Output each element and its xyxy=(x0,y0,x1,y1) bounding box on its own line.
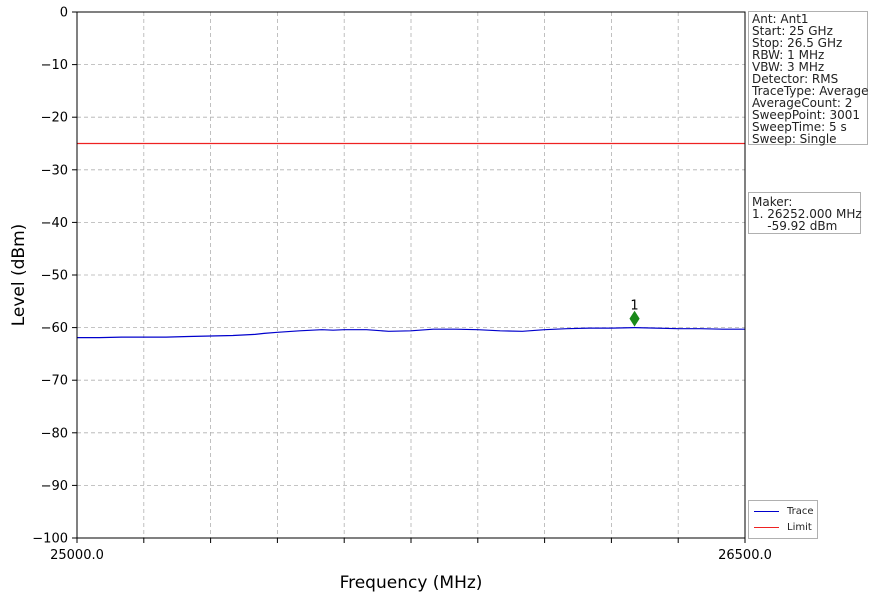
setting-line: Start: 25 GHz xyxy=(752,24,833,38)
marker-diamond xyxy=(629,310,640,327)
y-tick-label: −10 xyxy=(41,58,68,73)
measurement-settings-box: Ant: Ant1 Start: 25 GHz Stop: 26.5 GHz RBW:… xyxy=(748,11,869,146)
marker-readout-level: -59.92 dBm xyxy=(752,219,838,233)
y-tick-label: −40 xyxy=(41,216,68,231)
setting-line: Sweep: Single xyxy=(752,132,837,146)
legend-swatch-trace xyxy=(754,511,779,512)
legend-entry-trace: Trace xyxy=(749,506,817,518)
marker-layer: 1 xyxy=(629,299,640,327)
y-tick-label: 0 xyxy=(60,6,68,21)
marker-label: 1 xyxy=(630,299,638,314)
y-tick-label: −70 xyxy=(41,374,68,389)
y-tick-label: −100 xyxy=(32,532,68,547)
setting-line: Detector: RMS xyxy=(752,72,839,86)
setting-line: SweepTime: 5 s xyxy=(752,120,847,134)
y-tick-label: −50 xyxy=(41,269,68,284)
legend-swatch-limit xyxy=(754,527,779,528)
setting-line: RBW: 1 MHz xyxy=(752,48,825,62)
legend-entry-limit: Limit xyxy=(749,522,817,534)
y-tick-label: −90 xyxy=(41,479,68,494)
y-axis-label: Level (dBm) xyxy=(9,224,29,327)
setting-line: Stop: 26.5 GHz xyxy=(752,36,843,50)
y-tick-label: −20 xyxy=(41,111,68,126)
grid xyxy=(77,12,745,538)
series-layer xyxy=(77,142,745,339)
y-tick-label: −30 xyxy=(41,163,68,178)
y-tick-label: −80 xyxy=(41,426,68,441)
y-tick-label: −60 xyxy=(41,321,68,336)
marker-readout-title: Maker: xyxy=(752,195,793,209)
setting-line: Ant: Ant1 xyxy=(752,12,809,26)
plot-frame xyxy=(76,11,746,539)
marker-readout-frequency: 1. 26252.000 MHz xyxy=(752,207,862,221)
setting-line: SweepPoint: 3001 xyxy=(752,108,861,122)
setting-line: TraceType: Average xyxy=(752,84,869,98)
legend-label-trace: Trace xyxy=(787,506,814,517)
x-axis-label: Frequency (MHz) xyxy=(340,573,483,593)
series-line-trace xyxy=(77,326,745,339)
setting-line: AverageCount: 2 xyxy=(752,96,853,110)
legend: Trace Limit xyxy=(748,500,818,539)
marker-readout-box: Maker: 1. 26252.000 MHz -59.92 dBm xyxy=(748,192,862,234)
x-tick-label: 26500.0 xyxy=(718,548,772,563)
legend-label-limit: Limit xyxy=(787,522,812,533)
x-tick-label: 25000.0 xyxy=(50,548,104,563)
setting-line: VBW: 3 MHz xyxy=(752,60,825,74)
